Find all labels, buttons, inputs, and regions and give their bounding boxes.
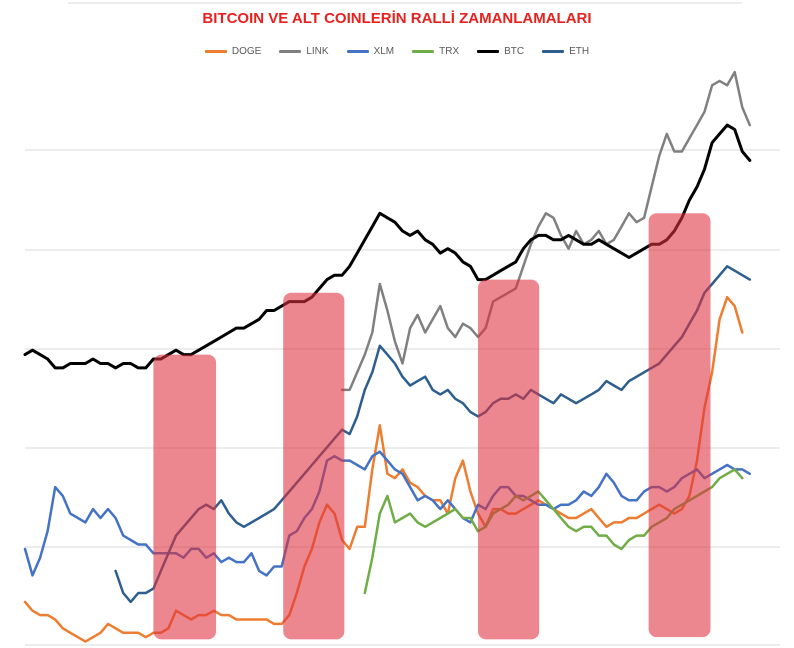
legend-swatch-doge: [204, 50, 227, 53]
chart-title: BITCOIN VE ALT COINLERİN RALLİ ZAMANLAMA…: [202, 10, 592, 27]
legend-swatch-eth: [542, 50, 565, 53]
rally-highlight-band-1: [153, 354, 217, 640]
legend-item-btc: BTC: [477, 46, 524, 57]
legend-label-xlm: XLM: [373, 46, 395, 57]
legend-item-link: LINK: [279, 46, 329, 57]
legend-label-eth: ETH: [569, 46, 590, 57]
rally-highlight-band-4: [648, 213, 711, 638]
legend-label-doge: DOGE: [231, 46, 262, 57]
legend-swatch-trx: [412, 50, 435, 53]
legend-item-trx: TRX: [412, 46, 459, 57]
legend-swatch-btc: [477, 50, 500, 53]
series-line-xlm: [23, 450, 752, 577]
legend-label-trx: TRX: [439, 46, 460, 57]
series-line-link: [340, 70, 752, 392]
series-line-eth: [114, 265, 752, 604]
series-line-doge: [23, 295, 744, 643]
legend-label-btc: BTC: [504, 46, 525, 57]
legend-label-link: LINK: [306, 46, 329, 57]
legend-swatch-xlm: [346, 50, 369, 53]
chart-legend: DOGE LINK XLM TRX BTC ETH: [0, 46, 794, 57]
series-line-btc: [23, 123, 752, 370]
legend-swatch-link: [279, 50, 302, 53]
rally-highlight-band-2: [283, 292, 345, 640]
legend-item-eth: ETH: [542, 46, 589, 57]
legend-item-xlm: XLM: [346, 46, 395, 57]
rally-highlight-band-3: [478, 279, 540, 640]
legend-item-doge: DOGE: [204, 46, 262, 57]
